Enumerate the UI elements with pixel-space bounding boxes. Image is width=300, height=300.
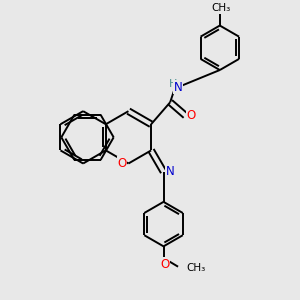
Text: CH₃: CH₃ bbox=[211, 3, 230, 13]
Text: CH₃: CH₃ bbox=[186, 263, 206, 273]
Text: H: H bbox=[169, 79, 178, 88]
Text: O: O bbox=[186, 109, 195, 122]
Text: N: N bbox=[174, 80, 183, 94]
Text: O: O bbox=[160, 258, 169, 271]
Text: O: O bbox=[117, 157, 127, 170]
Text: N: N bbox=[166, 165, 174, 178]
